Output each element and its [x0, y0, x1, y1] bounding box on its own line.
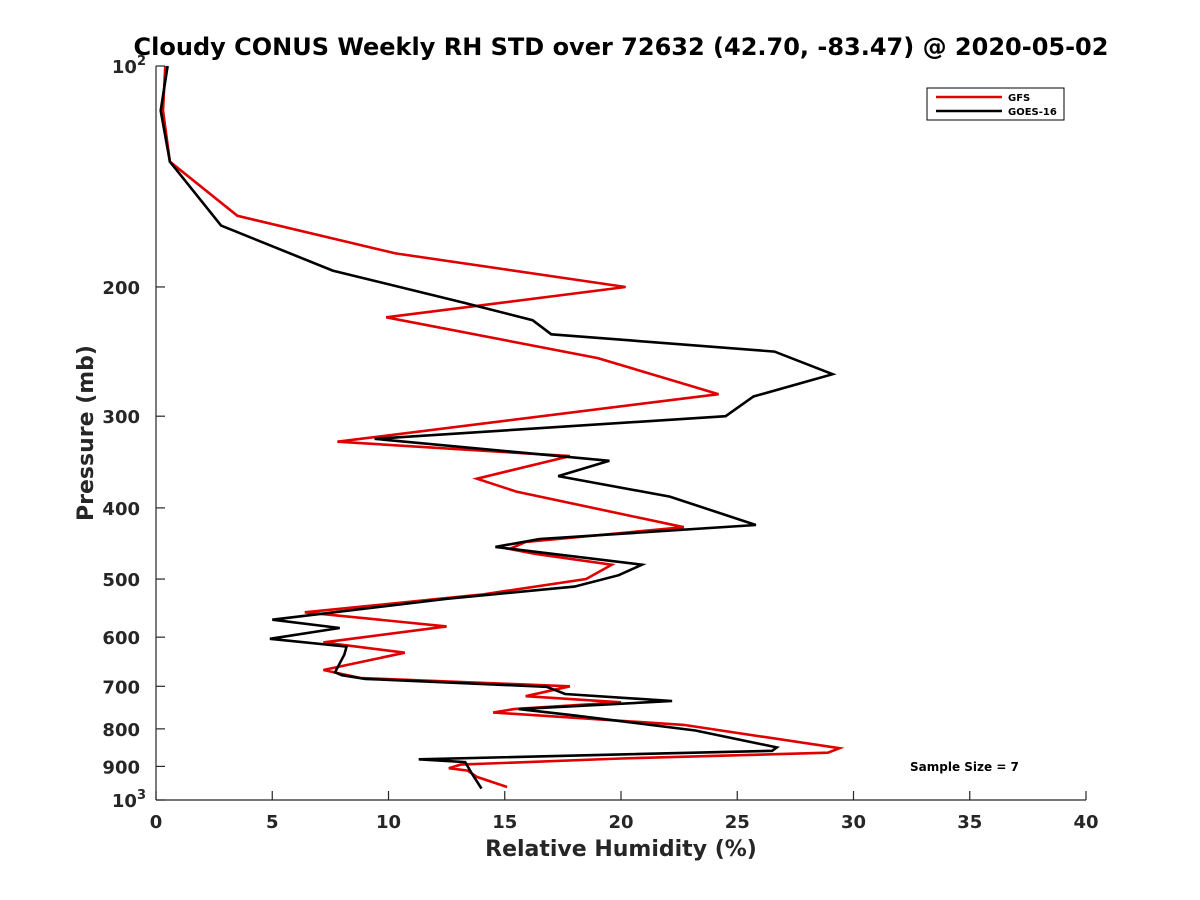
x-tick-label: 15	[492, 812, 517, 833]
x-tick-label: 20	[608, 812, 633, 833]
legend-box	[926, 87, 1065, 121]
chart-title: Cloudy CONUS Weekly RH STD over 72632 (4…	[134, 33, 1109, 61]
x-tick-label: 5	[266, 812, 279, 833]
y-tick-exponent: 2	[137, 54, 146, 69]
y-tick-label: 600	[102, 628, 140, 649]
x-tick-label: 40	[1073, 812, 1098, 833]
legend-items: GFS GOES-16	[936, 93, 1057, 118]
y-tick-label: 700	[102, 677, 140, 698]
x-tick-label: 0	[150, 812, 163, 833]
sample-size-annotation: Sample Size = 7	[910, 760, 1019, 774]
legend-label-gfs: GFS	[1008, 93, 1030, 104]
x-tick-label: 30	[841, 812, 866, 833]
series-line-gfs	[161, 65, 845, 789]
y-tick-exponent: 3	[137, 788, 146, 803]
y-axis-label: Pressure (mb)	[74, 345, 99, 521]
x-axis-label: Relative Humidity (%)	[485, 837, 757, 862]
series-line-goes-16	[159, 65, 837, 790]
series-layer	[159, 65, 845, 790]
x-tick-label: 25	[725, 812, 750, 833]
legend-label-goes-16: GOES-16	[1008, 107, 1057, 118]
y-tick-label: 102	[112, 54, 146, 78]
legend: GFS GOES-16	[926, 87, 1065, 121]
x-axis-ticks: 0 5 10 15 20 25 30 35 40	[150, 791, 1099, 833]
plot-area: 0 5 10 15 20 25 30 35 40 10220030040050060070080…	[102, 54, 1098, 833]
x-tick-label: 10	[376, 812, 401, 833]
y-tick-label: 400	[102, 499, 140, 520]
y-tick-base: 10	[112, 57, 137, 78]
y-tick-label: 200	[102, 278, 140, 299]
y-tick-label: 900	[102, 757, 140, 778]
x-tick-label: 35	[957, 812, 982, 833]
y-tick-label: 103	[112, 788, 146, 812]
y-tick-label: 300	[102, 407, 140, 428]
y-tick-base: 10	[112, 791, 137, 812]
y-tick-label: 500	[102, 570, 140, 591]
y-tick-label: 800	[102, 720, 140, 741]
